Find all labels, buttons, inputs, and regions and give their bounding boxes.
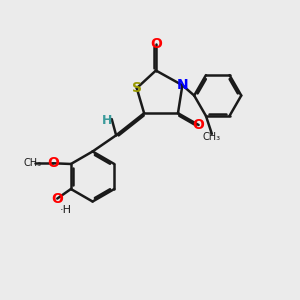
Text: O: O — [47, 156, 59, 170]
Text: O: O — [150, 37, 162, 51]
Text: O: O — [51, 192, 63, 206]
Text: N: N — [177, 78, 188, 92]
Text: S: S — [132, 81, 142, 95]
Text: CH₃: CH₃ — [203, 132, 221, 142]
Text: ·H: ·H — [60, 206, 72, 215]
Text: O: O — [193, 118, 205, 132]
Text: H: H — [102, 114, 112, 127]
Text: CH₃: CH₃ — [23, 158, 41, 168]
